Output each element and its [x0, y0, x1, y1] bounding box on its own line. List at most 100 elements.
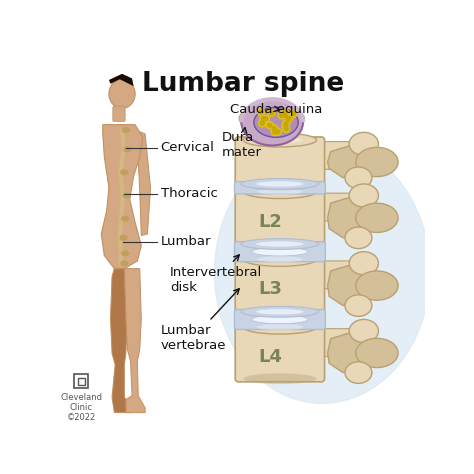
Text: Intervertebral
disk: Intervertebral disk: [170, 255, 262, 294]
Circle shape: [284, 114, 288, 118]
Ellipse shape: [345, 295, 372, 316]
Circle shape: [282, 109, 289, 116]
Ellipse shape: [257, 137, 303, 143]
FancyBboxPatch shape: [318, 328, 353, 356]
Text: Dura
mater: Dura mater: [222, 128, 262, 159]
Circle shape: [268, 109, 275, 117]
Circle shape: [276, 130, 280, 134]
Polygon shape: [135, 130, 151, 236]
Polygon shape: [110, 269, 132, 413]
Text: Cleveland
Clinic
©2022: Cleveland Clinic ©2022: [60, 392, 102, 422]
Circle shape: [274, 128, 282, 135]
Circle shape: [285, 116, 292, 123]
Ellipse shape: [256, 309, 304, 314]
Circle shape: [290, 110, 297, 118]
Circle shape: [283, 120, 290, 127]
Ellipse shape: [257, 324, 303, 330]
Text: L2: L2: [259, 213, 283, 231]
Ellipse shape: [241, 238, 319, 249]
Ellipse shape: [349, 319, 378, 343]
Ellipse shape: [243, 133, 317, 147]
Ellipse shape: [243, 306, 317, 317]
Text: Lumbar spine: Lumbar spine: [142, 71, 344, 97]
Circle shape: [263, 115, 269, 122]
Ellipse shape: [121, 170, 128, 175]
Ellipse shape: [345, 362, 372, 383]
Circle shape: [286, 118, 290, 121]
Ellipse shape: [257, 256, 303, 263]
Circle shape: [259, 120, 266, 127]
Circle shape: [292, 112, 295, 116]
Circle shape: [268, 123, 272, 127]
FancyBboxPatch shape: [235, 310, 325, 329]
Circle shape: [278, 112, 285, 119]
Ellipse shape: [109, 79, 135, 109]
Circle shape: [284, 122, 288, 126]
Ellipse shape: [239, 111, 256, 126]
Ellipse shape: [243, 320, 317, 334]
Polygon shape: [328, 144, 369, 178]
Circle shape: [284, 127, 288, 131]
Polygon shape: [101, 125, 143, 269]
Ellipse shape: [122, 251, 128, 255]
Circle shape: [272, 126, 276, 130]
Circle shape: [257, 109, 264, 116]
FancyBboxPatch shape: [318, 193, 353, 221]
Circle shape: [260, 115, 267, 122]
FancyBboxPatch shape: [235, 242, 325, 262]
Circle shape: [273, 127, 277, 131]
Ellipse shape: [120, 236, 127, 240]
Polygon shape: [328, 263, 369, 306]
Ellipse shape: [289, 112, 304, 125]
Circle shape: [286, 115, 293, 121]
Ellipse shape: [349, 132, 378, 155]
Ellipse shape: [252, 186, 308, 190]
Ellipse shape: [349, 184, 378, 207]
Polygon shape: [328, 331, 369, 373]
FancyBboxPatch shape: [235, 182, 325, 194]
Circle shape: [260, 121, 264, 125]
Circle shape: [269, 111, 273, 115]
Ellipse shape: [356, 203, 398, 232]
Ellipse shape: [243, 185, 317, 199]
Ellipse shape: [356, 338, 398, 367]
Ellipse shape: [243, 238, 317, 249]
Ellipse shape: [252, 315, 308, 324]
Ellipse shape: [241, 179, 319, 189]
Ellipse shape: [214, 142, 430, 403]
Circle shape: [272, 126, 278, 133]
Ellipse shape: [256, 241, 304, 246]
Ellipse shape: [241, 306, 319, 317]
FancyBboxPatch shape: [113, 106, 125, 121]
Circle shape: [266, 122, 273, 128]
Circle shape: [259, 110, 263, 114]
Polygon shape: [109, 74, 134, 86]
Ellipse shape: [349, 252, 378, 275]
Ellipse shape: [122, 216, 128, 221]
Ellipse shape: [252, 247, 308, 256]
Circle shape: [271, 129, 278, 136]
Ellipse shape: [256, 181, 304, 187]
Ellipse shape: [124, 147, 131, 152]
Ellipse shape: [254, 107, 298, 137]
Circle shape: [260, 121, 264, 125]
Text: Lumbar
vertebrae: Lumbar vertebrae: [161, 289, 239, 352]
Ellipse shape: [122, 128, 129, 132]
Circle shape: [280, 113, 283, 117]
Ellipse shape: [243, 253, 317, 266]
Ellipse shape: [356, 147, 398, 177]
Circle shape: [282, 122, 289, 129]
FancyBboxPatch shape: [235, 189, 325, 247]
Circle shape: [264, 117, 268, 120]
Ellipse shape: [123, 193, 130, 198]
Circle shape: [261, 117, 265, 120]
Circle shape: [283, 110, 287, 114]
Circle shape: [283, 124, 288, 128]
Ellipse shape: [243, 179, 317, 189]
Circle shape: [271, 125, 277, 132]
Text: L3: L3: [259, 281, 283, 299]
Text: Thoracic: Thoracic: [161, 187, 218, 201]
Text: Lumbar: Lumbar: [161, 235, 211, 248]
Text: L4: L4: [259, 348, 283, 366]
Polygon shape: [124, 269, 145, 413]
